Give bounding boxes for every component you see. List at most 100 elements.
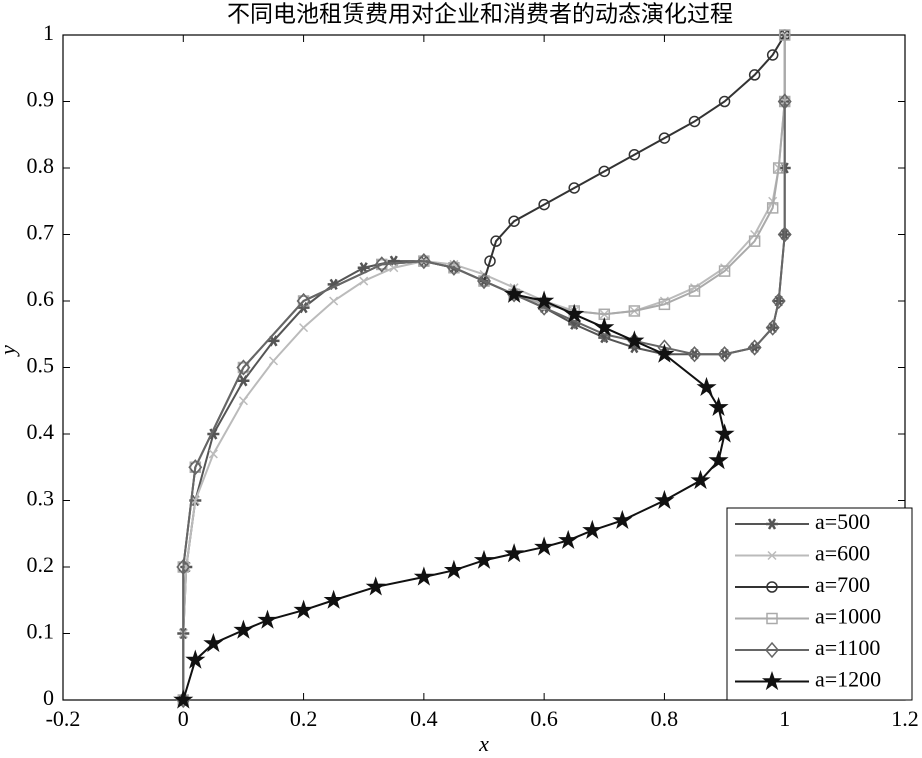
data-point (374, 256, 389, 273)
data-point (323, 589, 344, 609)
data-point (765, 319, 780, 336)
data-point (389, 263, 399, 273)
data-point (185, 649, 206, 669)
y-tick-label: 0.6 (27, 286, 55, 311)
data-point (503, 543, 525, 563)
x-tick-label: -0.2 (46, 706, 81, 731)
legend-marker (761, 670, 783, 691)
data-point (257, 609, 278, 629)
data-point (568, 182, 580, 194)
data-point (413, 566, 434, 586)
data-point (624, 330, 645, 350)
data-point (237, 375, 250, 387)
data-point (771, 292, 786, 310)
data-point (203, 632, 224, 653)
x-tick-label: 1.2 (891, 706, 919, 731)
data-point (478, 275, 490, 287)
data-point (365, 576, 386, 596)
legend-label: a=700 (815, 572, 870, 597)
data-point (329, 296, 339, 306)
data-point (173, 689, 194, 709)
data-point (720, 263, 730, 273)
data-point (777, 226, 792, 243)
data-point (233, 619, 254, 639)
data-point (688, 285, 701, 297)
y-tick-label: 0.4 (27, 419, 55, 444)
legend-label: a=1000 (815, 604, 881, 629)
chart-title: 不同电池租赁费用对企业和消费者的动态演化过程 (227, 1, 733, 26)
legend-label: a=500 (815, 509, 870, 534)
series-line (182, 34, 786, 700)
data-point (708, 450, 729, 470)
data-point (534, 536, 555, 556)
x-tick-label: 0.4 (410, 706, 438, 731)
data-point (628, 305, 641, 317)
legend-label: a=600 (815, 541, 870, 566)
data-point (237, 361, 250, 374)
legend-marker (766, 612, 778, 625)
x-tick-label: 1 (779, 706, 790, 731)
y-tick-label: 1 (43, 20, 54, 45)
series-line (182, 35, 786, 700)
data-point (293, 599, 314, 619)
x-tick-label: 0.8 (651, 706, 679, 731)
data-point (446, 259, 461, 276)
y-tick-label: 0.7 (27, 220, 55, 245)
y-tick-label: 0.5 (27, 353, 55, 378)
data-point (176, 558, 191, 576)
x-tick-label: 0.2 (290, 706, 318, 731)
data-point (190, 495, 200, 506)
data-point (188, 459, 203, 476)
legend-label: a=1200 (815, 667, 881, 692)
legend-marker (765, 641, 779, 659)
series-line (182, 35, 786, 700)
data-point (534, 290, 555, 310)
data-point (582, 519, 603, 539)
data-point (598, 165, 611, 178)
data-point (359, 276, 369, 286)
legend-box (726, 507, 913, 701)
data-point (208, 449, 218, 459)
data-point (687, 346, 702, 363)
x-tick-label: 0 (178, 706, 189, 731)
data-point (717, 346, 732, 363)
data-point (778, 29, 791, 41)
data-point (268, 356, 279, 366)
series-line (182, 101, 786, 700)
data-point (207, 428, 220, 440)
data-point (658, 132, 671, 144)
data-point (448, 262, 460, 274)
data-point (718, 265, 731, 277)
series-line (182, 293, 726, 701)
legend-marker (766, 581, 778, 593)
data-point (777, 93, 792, 110)
data-point (718, 95, 731, 108)
data-point (296, 292, 311, 310)
y-axis-label: y (0, 345, 20, 357)
data-point (747, 339, 762, 356)
x-axis-label: x (478, 731, 489, 756)
data-point (503, 283, 525, 303)
legend-marker (767, 550, 777, 561)
data-point (696, 376, 717, 396)
y-tick-label: 0.1 (27, 619, 55, 644)
data-point (708, 396, 729, 416)
data-point (490, 235, 502, 247)
data-point (688, 115, 701, 128)
series-line (182, 35, 786, 700)
data-point (628, 148, 641, 161)
data-point (748, 235, 761, 247)
data-point (766, 202, 779, 214)
data-point (654, 343, 675, 363)
x-tick-label: 0.6 (530, 706, 558, 731)
data-point (299, 323, 309, 333)
data-point (564, 303, 585, 323)
data-point (748, 69, 761, 81)
data-point (508, 215, 520, 227)
y-tick-label: 0 (43, 685, 54, 710)
data-point (594, 317, 615, 337)
data-point (416, 252, 431, 270)
legend-marker (766, 518, 778, 530)
data-point (477, 272, 491, 290)
